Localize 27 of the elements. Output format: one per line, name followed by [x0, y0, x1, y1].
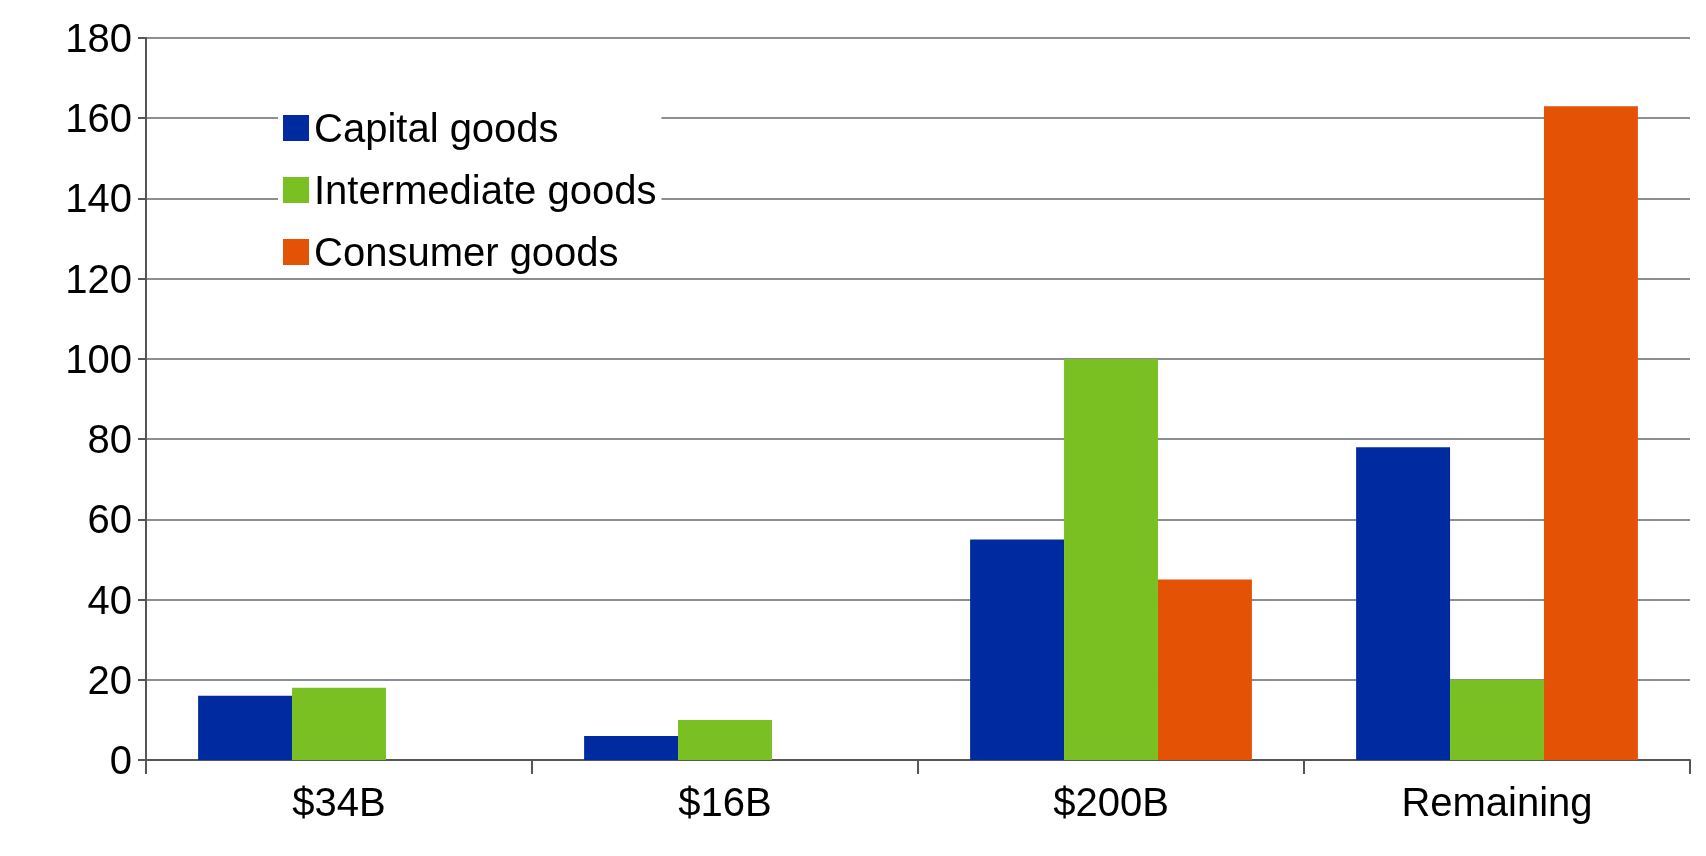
y-tick-label: 0	[109, 738, 132, 782]
legend-label: Consumer goods	[314, 230, 619, 274]
legend-label: Capital goods	[314, 106, 559, 150]
bar	[584, 735, 679, 760]
y-tick-label: 80	[87, 417, 132, 462]
bar	[198, 695, 293, 760]
bar	[1356, 447, 1451, 760]
bar	[1543, 106, 1638, 760]
y-tick-label: 60	[87, 497, 132, 542]
bar	[292, 687, 386, 760]
y-tick-label: 40	[87, 577, 132, 622]
y-tick-label: 100	[65, 336, 132, 381]
x-tick-label: $16B	[678, 780, 772, 824]
x-tick-label: Remaining	[1401, 780, 1593, 824]
bar	[1450, 679, 1544, 760]
y-tick-label: 120	[65, 256, 132, 301]
y-tick-label: 140	[65, 176, 132, 221]
x-tick-label: $200B	[1053, 780, 1169, 824]
y-tick-label: 180	[65, 16, 132, 60]
y-tick-label: 160	[65, 96, 132, 141]
bar	[1157, 579, 1252, 760]
bar	[1064, 358, 1158, 760]
x-tick-label: $34B	[292, 780, 386, 824]
bar	[678, 719, 772, 760]
bar	[970, 539, 1065, 760]
legend-label: Intermediate goods	[314, 168, 657, 212]
y-tick-label: 20	[87, 657, 132, 702]
